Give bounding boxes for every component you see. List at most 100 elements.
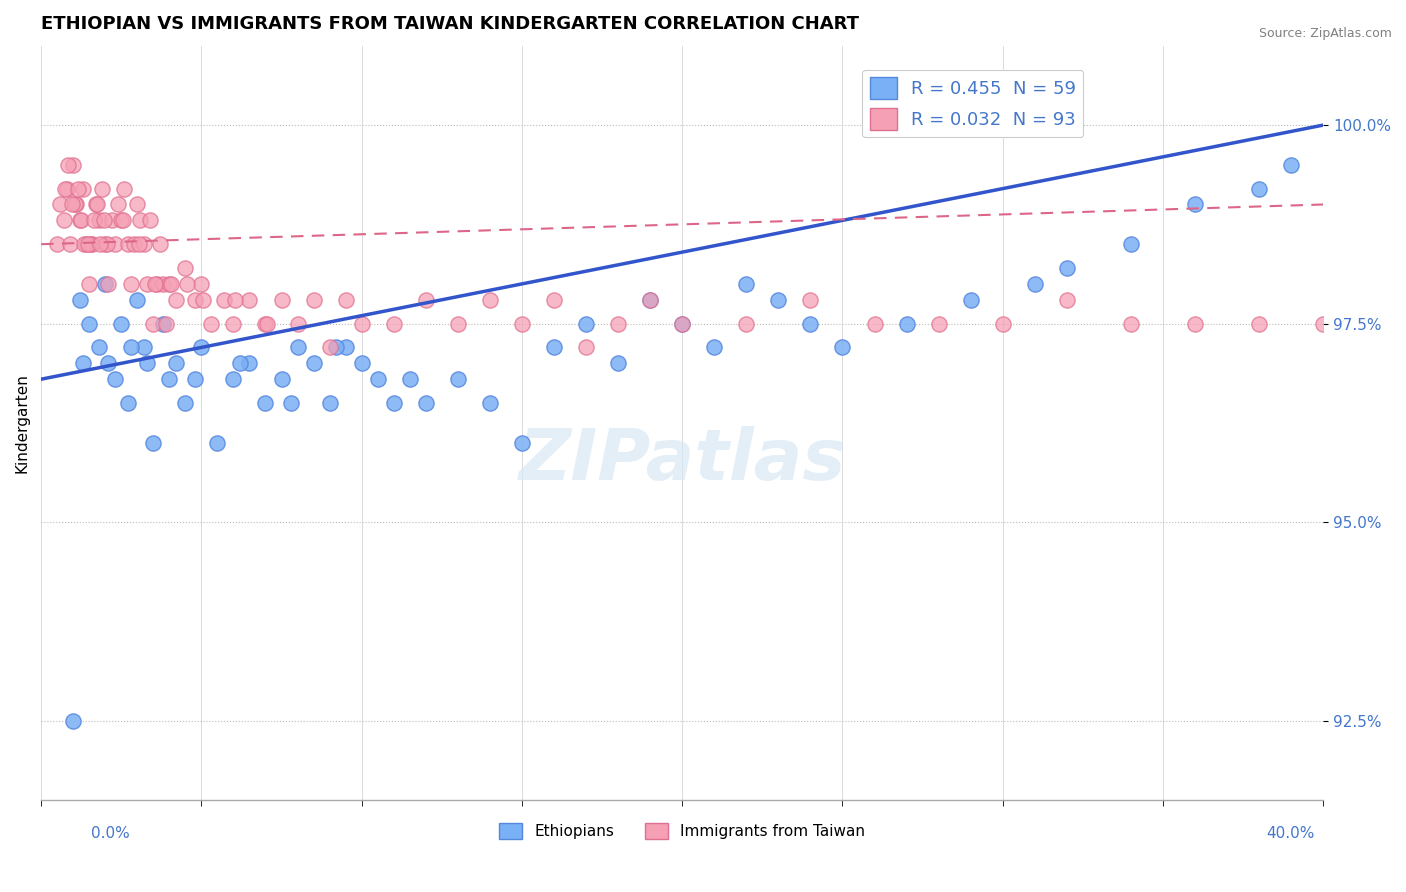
Point: [73, 237, 96, 252]
Text: 40.0%: 40.0%: [1267, 827, 1315, 841]
Point: [155, 317, 177, 331]
Point: [928, 317, 950, 331]
Point: [152, 277, 174, 291]
Point: [111, 213, 134, 227]
Point: [991, 317, 1014, 331]
Point: [398, 372, 420, 386]
Point: [149, 237, 172, 252]
Point: [735, 277, 758, 291]
Point: [110, 317, 132, 331]
Point: [86, 197, 108, 211]
Point: [896, 317, 918, 331]
Text: 0.0%: 0.0%: [91, 827, 131, 841]
Point: [49, 197, 72, 211]
Point: [96, 237, 118, 252]
Point: [350, 317, 373, 331]
Point: [69, 213, 91, 227]
Point: [607, 317, 630, 331]
Point: [1119, 237, 1142, 252]
Point: [256, 317, 278, 331]
Point: [638, 293, 661, 307]
Point: [176, 277, 198, 291]
Point: [735, 317, 758, 331]
Point: [69, 293, 91, 307]
Point: [165, 356, 187, 370]
Point: [318, 396, 340, 410]
Point: [959, 293, 981, 307]
Point: [222, 317, 245, 331]
Point: [1184, 197, 1206, 211]
Point: [287, 340, 309, 354]
Point: [89, 237, 111, 252]
Point: [77, 317, 100, 331]
Point: [117, 396, 139, 410]
Point: [270, 293, 292, 307]
Point: [415, 293, 437, 307]
Point: [117, 237, 139, 252]
Y-axis label: Kindergarten: Kindergarten: [15, 373, 30, 473]
Point: [325, 340, 347, 354]
Point: [52, 213, 75, 227]
Point: [1119, 317, 1142, 331]
Point: [94, 237, 117, 252]
Text: ETHIOPIAN VS IMMIGRANTS FROM TAIWAN KINDERGARTEN CORRELATION CHART: ETHIOPIAN VS IMMIGRANTS FROM TAIWAN KIND…: [41, 15, 859, 33]
Point: [1056, 260, 1078, 275]
Point: [184, 372, 207, 386]
Point: [238, 356, 260, 370]
Point: [1056, 293, 1078, 307]
Legend: R = 0.455  N = 59, R = 0.032  N = 93: R = 0.455 N = 59, R = 0.032 N = 93: [862, 70, 1084, 137]
Point: [129, 213, 152, 227]
Point: [76, 237, 98, 252]
Point: [238, 293, 260, 307]
Point: [152, 317, 174, 331]
Point: [575, 340, 598, 354]
Point: [143, 277, 166, 291]
Point: [75, 237, 97, 252]
Point: [768, 293, 790, 307]
Point: [65, 197, 87, 211]
Point: [638, 293, 661, 307]
Point: [120, 277, 142, 291]
Point: [128, 237, 150, 252]
Point: [58, 158, 80, 172]
Point: [87, 213, 110, 227]
Point: [350, 356, 373, 370]
Point: [1312, 317, 1334, 331]
Point: [46, 237, 69, 252]
Point: [132, 340, 155, 354]
Point: [229, 356, 252, 370]
Point: [287, 317, 309, 331]
Point: [122, 237, 145, 252]
Point: [59, 237, 82, 252]
Point: [224, 293, 246, 307]
Point: [72, 181, 94, 195]
Point: [174, 260, 197, 275]
Point: [799, 293, 821, 307]
Point: [55, 181, 77, 195]
Point: [207, 435, 229, 450]
Point: [543, 340, 565, 354]
Point: [135, 277, 157, 291]
Point: [863, 317, 886, 331]
Point: [114, 181, 136, 195]
Point: [1249, 317, 1271, 331]
Point: [80, 237, 103, 252]
Point: [107, 197, 129, 211]
Point: [191, 293, 214, 307]
Point: [132, 237, 155, 252]
Point: [142, 317, 165, 331]
Point: [335, 293, 357, 307]
Point: [94, 277, 117, 291]
Point: [703, 340, 725, 354]
Point: [415, 396, 437, 410]
Point: [127, 293, 149, 307]
Point: [145, 277, 167, 291]
Text: ZIPatlas: ZIPatlas: [519, 426, 846, 495]
Point: [671, 317, 693, 331]
Point: [254, 317, 277, 331]
Point: [200, 317, 222, 331]
Point: [367, 372, 389, 386]
Point: [62, 714, 84, 728]
Point: [280, 396, 302, 410]
Point: [60, 197, 83, 211]
